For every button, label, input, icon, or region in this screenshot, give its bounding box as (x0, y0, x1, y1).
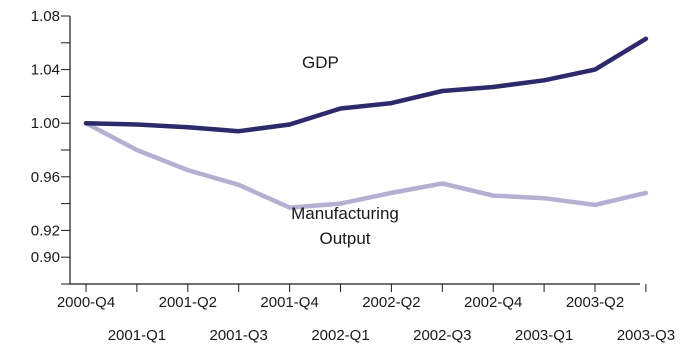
series-line-gdp (83, 36, 649, 134)
x-tick-label: 2000-Q4 (57, 294, 115, 311)
series-label-manufacturing-line1: Manufacturing (291, 204, 399, 223)
series-label-manufacturing-line2: Output (319, 229, 370, 248)
x-tick-label: 2001-Q1 (108, 327, 166, 344)
y-axis-ticks: 0.90 0.92 0.96 1.00 1.04 1.08 (31, 8, 70, 285)
y-tick-label: 0.90 (31, 249, 60, 266)
x-tick-label: 2002-Q3 (413, 327, 471, 344)
x-tick-label: 2003-Q2 (566, 294, 624, 311)
y-tick-label: 1.08 (31, 8, 60, 25)
x-tick-label: 2001-Q4 (260, 294, 318, 311)
y-tick-label: 1.04 (31, 62, 60, 79)
series-line-manufacturing-output (83, 120, 649, 210)
y-tick-label: 1.00 (31, 115, 60, 132)
y-tick-label: 0.92 (31, 222, 60, 239)
x-tick-label: 2003-Q3 (617, 327, 675, 344)
series-label-gdp: GDP (302, 53, 339, 72)
x-axis-ticks: 2000-Q4 2001-Q1 2001-Q2 2001-Q3 2001-Q4 2002-… (57, 284, 675, 344)
x-tick-label: 2002-Q2 (362, 294, 420, 311)
x-tick-label: 2001-Q3 (210, 327, 268, 344)
x-tick-label: 2002-Q1 (311, 327, 369, 344)
x-tick-label: 2002-Q4 (464, 294, 522, 311)
x-tick-label: 2003-Q1 (515, 327, 573, 344)
series-lines (83, 36, 649, 210)
x-tick-label: 2001-Q2 (159, 294, 217, 311)
y-tick-label: 0.96 (31, 169, 60, 186)
